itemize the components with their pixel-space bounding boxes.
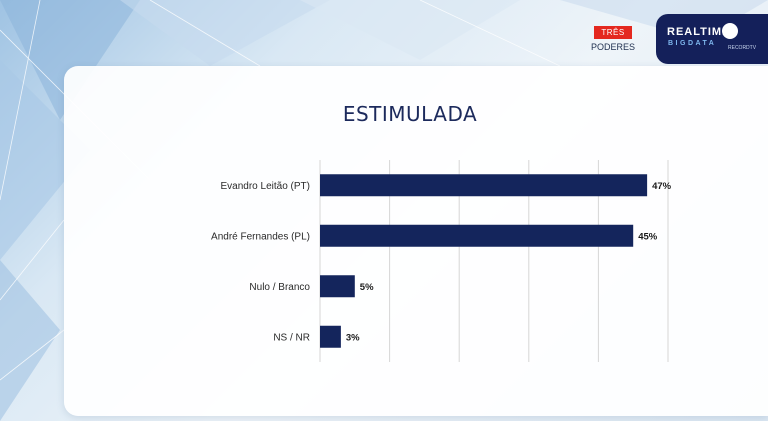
category-label: Evandro Leitão (PT) (221, 181, 311, 192)
recordtv-logo-text: RECORDTV (728, 45, 757, 51)
category-label: Nulo / Branco (249, 282, 310, 293)
bar (320, 275, 355, 298)
data-label: 47% (652, 181, 672, 192)
chart-bars (320, 174, 648, 348)
data-label: 3% (346, 332, 360, 343)
bar (320, 325, 341, 348)
chart-title: ESTIMULADA (342, 102, 478, 126)
category-label: André Fernandes (PL) (211, 231, 310, 242)
data-label: 45% (638, 231, 658, 242)
realtime-bigdata-logo: REALTIME BIGDATA RECORDTV (656, 14, 768, 64)
category-label: NS / NR (273, 332, 310, 343)
bar (320, 224, 634, 247)
bigdata-logo-text: BIGDATA (668, 40, 717, 47)
record-circle-icon (722, 23, 738, 39)
chart-labels: Evandro Leitão (PT) 47% André Fernandes (P… (211, 181, 672, 344)
tres-poderes-logo: TRÊS (594, 26, 632, 39)
tres-poderes-logo-text: PODERES (590, 42, 635, 52)
realtime-logo-text: REALTIME (667, 26, 731, 38)
bar (320, 174, 648, 197)
data-label: 5% (360, 282, 374, 293)
